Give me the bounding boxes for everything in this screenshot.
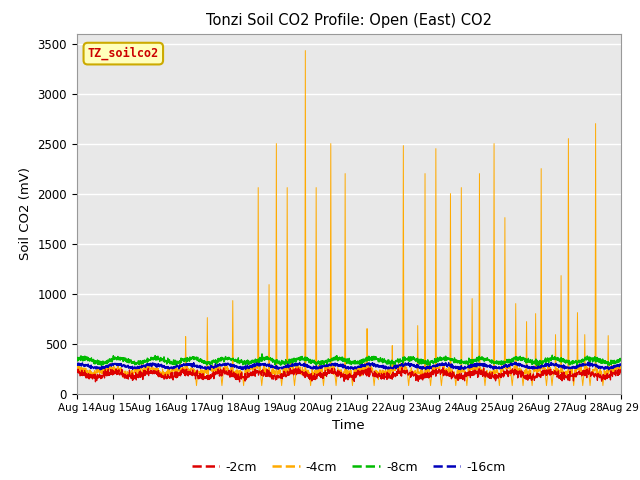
- Title: Tonzi Soil CO2 Profile: Open (East) CO2: Tonzi Soil CO2 Profile: Open (East) CO2: [206, 13, 492, 28]
- X-axis label: Time: Time: [333, 419, 365, 432]
- Y-axis label: Soil CO2 (mV): Soil CO2 (mV): [19, 167, 32, 260]
- Legend: -2cm, -4cm, -8cm, -16cm: -2cm, -4cm, -8cm, -16cm: [187, 456, 511, 479]
- Text: TZ_soilco2: TZ_soilco2: [88, 47, 159, 60]
